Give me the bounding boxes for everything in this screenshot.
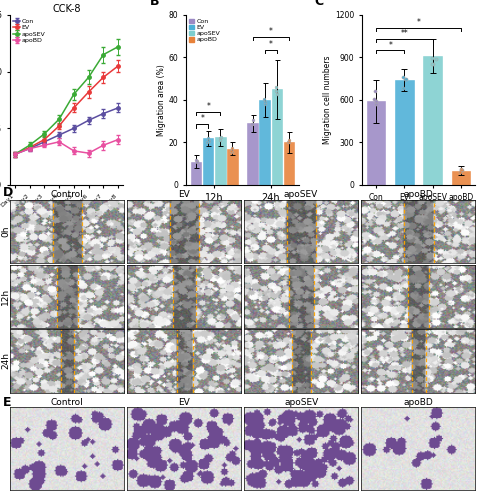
Title: Control: Control xyxy=(50,190,83,199)
Point xyxy=(203,134,211,141)
Point xyxy=(248,120,256,128)
Bar xyxy=(451,170,469,185)
Point xyxy=(228,144,236,152)
Point xyxy=(203,138,211,145)
Text: *: * xyxy=(200,114,204,124)
Point xyxy=(398,73,406,81)
Point xyxy=(248,120,256,128)
Title: Control: Control xyxy=(50,398,83,406)
Title: apoSEV: apoSEV xyxy=(283,190,318,199)
Text: *: * xyxy=(206,102,210,110)
Bar xyxy=(423,56,441,185)
Point xyxy=(215,134,223,142)
Title: EV: EV xyxy=(178,190,189,199)
Bar xyxy=(394,80,413,185)
Text: **: ** xyxy=(400,30,408,38)
Bar xyxy=(283,142,293,185)
Bar xyxy=(227,149,237,185)
Point xyxy=(457,166,465,174)
Legend: Con, EV, apoSEV, apoBD: Con, EV, apoSEV, apoBD xyxy=(188,18,220,43)
Bar xyxy=(271,90,282,185)
Point xyxy=(428,60,436,68)
Point xyxy=(369,95,377,103)
Point xyxy=(427,54,435,62)
Point xyxy=(260,100,268,108)
Text: D: D xyxy=(2,186,13,199)
Point xyxy=(284,136,292,144)
Point xyxy=(272,88,279,96)
Bar xyxy=(366,102,384,185)
Text: B: B xyxy=(149,0,159,8)
Bar xyxy=(202,138,213,185)
Text: C: C xyxy=(314,0,322,8)
Point xyxy=(398,84,406,92)
Y-axis label: Migration cell numbers: Migration cell numbers xyxy=(322,56,332,144)
Point xyxy=(272,82,279,90)
Point xyxy=(205,138,212,145)
Title: apoSEV: apoSEV xyxy=(284,398,318,406)
Point xyxy=(401,75,409,83)
Point xyxy=(249,116,257,124)
Y-axis label: Migration area (%): Migration area (%) xyxy=(156,64,165,136)
Text: E: E xyxy=(2,396,11,409)
Point xyxy=(217,133,225,141)
Point xyxy=(400,76,408,84)
Point xyxy=(227,147,235,155)
Bar xyxy=(247,124,257,185)
Point xyxy=(428,60,436,68)
Point xyxy=(228,148,236,156)
Point xyxy=(456,165,464,173)
Text: *: * xyxy=(388,40,392,50)
Point xyxy=(371,97,379,105)
Text: *: * xyxy=(416,18,420,27)
Point xyxy=(455,168,463,175)
Y-axis label: 24h: 24h xyxy=(1,352,10,370)
Title: apoBD: apoBD xyxy=(403,398,432,406)
Point xyxy=(456,166,464,173)
Point xyxy=(216,136,224,143)
Point xyxy=(285,138,293,146)
Point xyxy=(259,94,267,102)
Legend: Con, EV, apoSEV, apoBD: Con, EV, apoSEV, apoBD xyxy=(13,18,46,44)
Title: EV: EV xyxy=(178,398,189,406)
Point xyxy=(192,158,200,166)
Bar xyxy=(259,100,270,185)
Title: apoBD: apoBD xyxy=(403,190,432,199)
Point xyxy=(193,156,200,164)
Point xyxy=(370,86,378,94)
Bar xyxy=(191,162,201,185)
Point xyxy=(284,138,292,146)
Point xyxy=(273,90,281,98)
Point xyxy=(371,100,379,108)
Point xyxy=(260,98,268,106)
Point xyxy=(431,55,439,63)
Text: *: * xyxy=(268,40,272,49)
Title: CCK-8: CCK-8 xyxy=(52,4,80,14)
Y-axis label: 0h: 0h xyxy=(1,226,10,237)
Bar xyxy=(214,137,225,185)
Point xyxy=(192,156,199,164)
Y-axis label: 12h: 12h xyxy=(1,288,10,304)
Text: *: * xyxy=(268,27,272,36)
